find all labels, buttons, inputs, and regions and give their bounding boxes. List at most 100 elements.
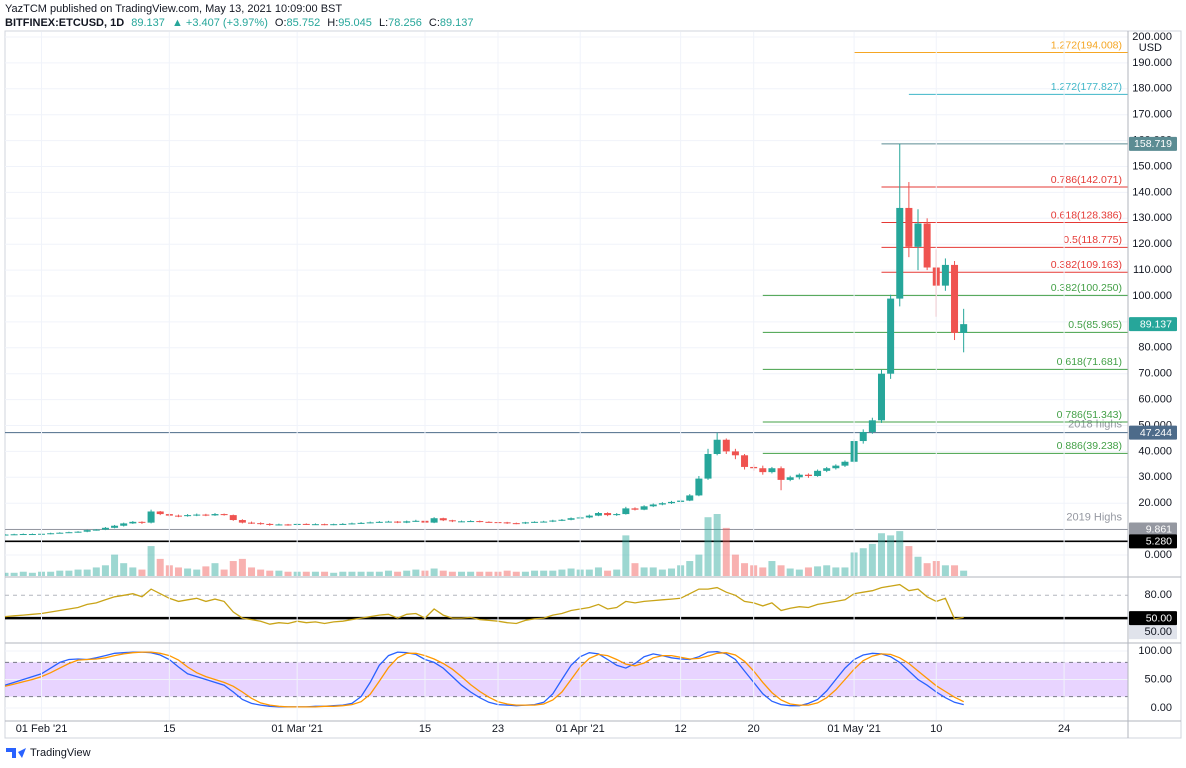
candle-body — [923, 223, 931, 268]
candle-body — [220, 514, 228, 516]
candle-body — [238, 520, 246, 523]
volume-bar — [266, 570, 274, 576]
y-tick-label: 150.000 — [1132, 160, 1172, 172]
change: ▲ +3.407 (+3.97%) — [172, 17, 268, 29]
candle-body — [887, 298, 895, 374]
candle-body — [412, 520, 420, 522]
ohlc-value: 78.256 — [388, 17, 422, 29]
volume-bar — [832, 567, 840, 576]
candle-body — [786, 477, 794, 480]
volume-bar — [549, 570, 557, 576]
symbol-line: BITFINEX:ETCUSD, 1D 89.137 ▲ +3.407 (+3.… — [5, 17, 474, 29]
candle-body — [448, 520, 456, 522]
axes: 01 Feb '21 15 01 Mar '21 15 23 01 Apr '21 12 20… — [16, 31, 1177, 735]
volume-bar — [394, 571, 402, 576]
x-tick-label: 12 — [675, 723, 687, 735]
candle-body — [859, 431, 867, 442]
x-tick-label: 24 — [1058, 723, 1070, 735]
rsi-pane — [5, 583, 1128, 625]
y-tick-label: 140.000 — [1132, 186, 1172, 198]
candle-body — [156, 511, 164, 515]
candle-body — [521, 522, 529, 524]
y-tick-label: 50.00 — [1144, 626, 1172, 638]
volume-bar — [558, 569, 566, 576]
brand-name: TradingView — [30, 747, 91, 759]
volume-bar — [357, 571, 365, 576]
fib-label: 0.886(39.238) — [1057, 440, 1122, 452]
candle-body — [549, 520, 557, 522]
x-tick-label: 10 — [930, 723, 942, 735]
volume-bar — [74, 569, 82, 576]
volume-bar — [458, 571, 466, 576]
price-tag-bg — [1129, 425, 1177, 440]
y-tick-label: 110.000 — [1133, 264, 1172, 276]
candle-body — [47, 533, 55, 535]
candle-body — [384, 521, 392, 523]
candle-body — [430, 518, 438, 523]
volume-bar — [531, 570, 539, 576]
candle-body — [266, 523, 274, 525]
candle-body — [92, 529, 100, 531]
author-line: YazTCM published on TradingView.com, May… — [5, 3, 342, 15]
candle-body — [83, 530, 91, 532]
volume-bar — [403, 570, 411, 576]
volume-bar — [686, 561, 694, 576]
candle-body — [129, 521, 137, 524]
volume-bar — [512, 571, 520, 576]
volume-bar — [220, 569, 228, 576]
candle-body — [741, 455, 749, 467]
candle-body — [731, 451, 739, 456]
volume-bar — [877, 533, 885, 576]
candle-body — [202, 514, 210, 516]
y-tick-label: 100.00 — [1138, 645, 1172, 657]
candle-body — [631, 508, 639, 510]
volume-bar — [211, 563, 219, 576]
candle-body — [311, 524, 319, 526]
volume-bar — [604, 570, 612, 576]
volume-bar — [722, 527, 730, 576]
volume-bar — [129, 567, 137, 576]
x-tick-label: 01 May '21 — [827, 723, 880, 735]
candle-body — [111, 525, 119, 528]
candle-body — [330, 524, 338, 526]
y-tick-label: 0.000 — [1144, 549, 1172, 561]
fib-label: 0.5(85.965) — [1068, 319, 1122, 331]
stoch-pane — [5, 650, 1128, 709]
fib-label: 1.272(194.008) — [1051, 39, 1122, 51]
candle-body — [302, 523, 310, 525]
volume-bar — [786, 568, 794, 576]
candle-body — [905, 207, 913, 247]
price-tag: 89.137 — [1140, 318, 1172, 330]
candle-body — [10, 534, 18, 536]
y-tick-label: 170.000 — [1132, 109, 1172, 121]
volume-bar — [448, 571, 456, 576]
logo-shape — [18, 748, 26, 758]
volume-bar — [704, 517, 712, 576]
candle-body — [184, 515, 192, 517]
candle-body — [275, 524, 283, 526]
y-tick-label: 190.000 — [1132, 57, 1172, 69]
candle-body — [485, 521, 493, 523]
y-tick-label: 0.00 — [1151, 702, 1172, 714]
volume-bar — [485, 571, 493, 576]
candle-body — [476, 521, 484, 523]
candle-body — [19, 534, 27, 536]
brand-logo — [6, 748, 26, 758]
y-tick-label: 70.000 — [1138, 368, 1172, 380]
volume-bar — [330, 572, 338, 576]
volume-bar — [5, 572, 9, 576]
y-tick-label: 130.000 — [1132, 212, 1172, 224]
y-tick-label: 100.000 — [1132, 290, 1172, 302]
y-tick-label: 180.000 — [1132, 83, 1172, 95]
candle-body — [868, 420, 876, 432]
symbol: BITFINEX:ETCUSD, 1D — [5, 17, 124, 29]
price-tag: 5.280 — [1146, 536, 1172, 548]
ohlc-key: L: — [379, 17, 388, 29]
volume-bar — [658, 569, 666, 576]
volume-bar — [302, 571, 310, 576]
candle-body — [174, 515, 182, 517]
candle-body — [704, 453, 712, 479]
candle-body — [348, 523, 356, 525]
